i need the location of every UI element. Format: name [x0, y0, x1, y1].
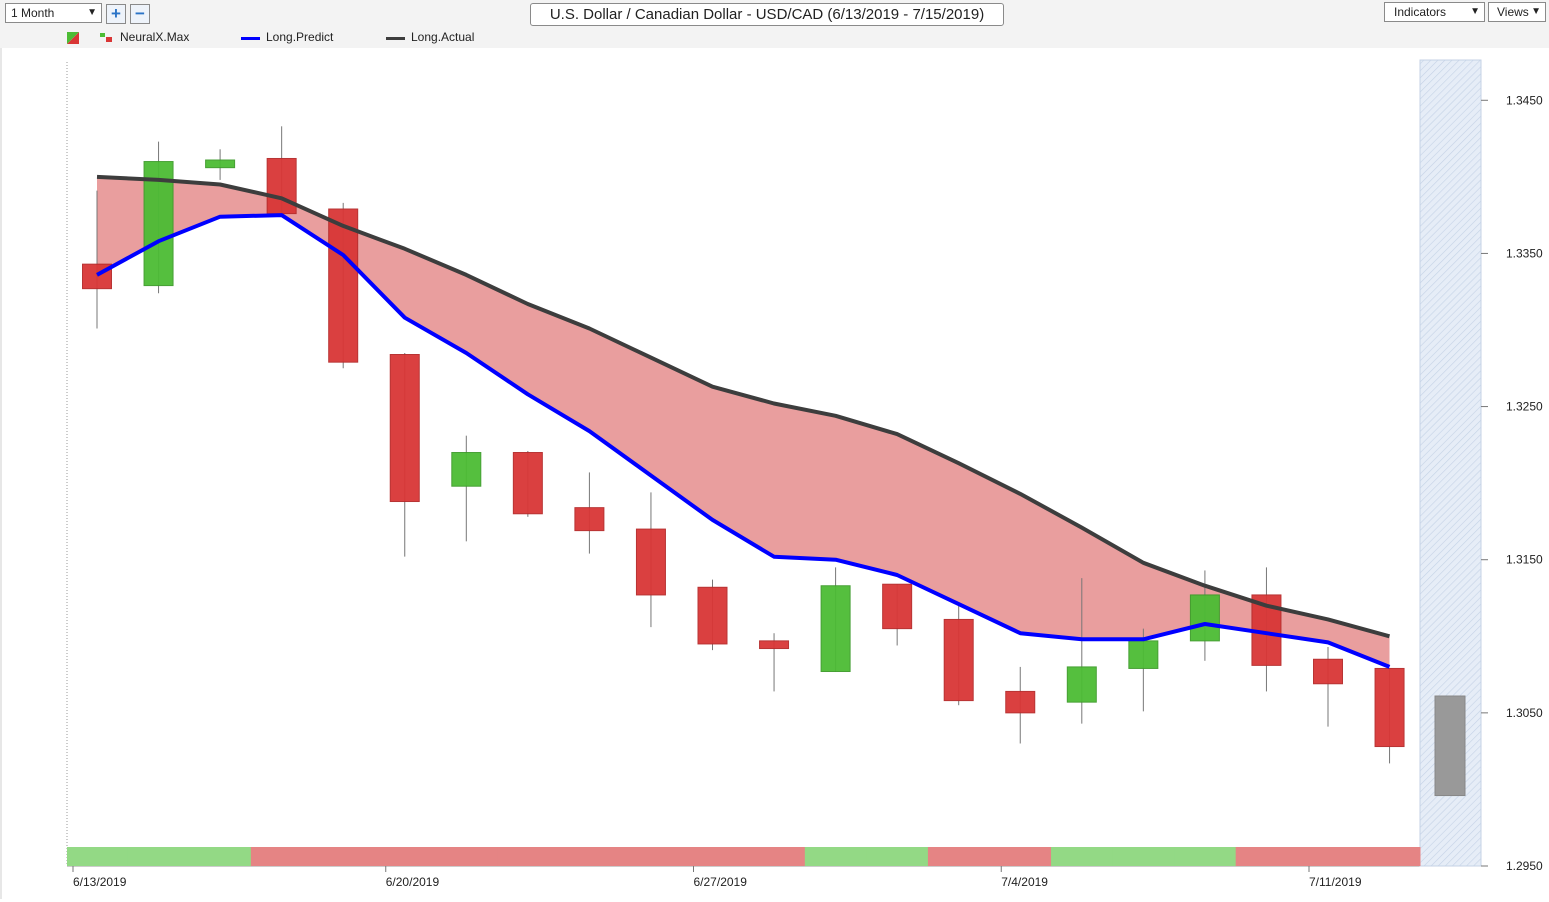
- signal-segment-down: [681, 847, 744, 866]
- views-dropdown[interactable]: Views ▼: [1488, 2, 1546, 22]
- candle-down: [1005, 690, 1036, 714]
- x-tick-label: 7/11/2019: [1309, 875, 1362, 889]
- x-tick-label: 6/20/2019: [386, 875, 440, 889]
- y-tick-label: 1.3250: [1506, 400, 1543, 414]
- zoom-out-button[interactable]: −: [130, 4, 150, 24]
- legend-predict-swatch: [241, 37, 260, 40]
- prediction-band: [97, 176, 1390, 667]
- legend-long-actual: Long.Actual: [411, 30, 475, 44]
- y-tick-label: 1.3150: [1506, 553, 1543, 567]
- signal-segment-down: [435, 847, 498, 866]
- signal-segment-up: [1174, 847, 1237, 866]
- legend-long-predict: Long.Predict: [266, 30, 334, 44]
- candle-down: [759, 640, 790, 650]
- signal-segment-down: [250, 847, 313, 866]
- chevron-down-icon: ▼: [1470, 6, 1480, 17]
- candle-up: [820, 585, 851, 673]
- signal-segment-down: [497, 847, 560, 866]
- signal-segment-down: [989, 847, 1052, 866]
- long-predict-line: [96, 213, 1391, 669]
- signal-segment-down: [1297, 847, 1360, 866]
- up-down-bar-icon: [100, 33, 112, 42]
- candle-down: [328, 208, 359, 363]
- price-chart[interactable]: 6/13/2019 6/20/2019 6/27/2019 7/4/2019 7/11/…: [0, 48, 1549, 899]
- chevron-down-icon: ▼: [1531, 6, 1541, 17]
- signal-segment-down: [1235, 847, 1298, 866]
- y-tick-label: 1.3050: [1506, 706, 1543, 720]
- legend-neuralx-max: NeuralX.Max: [120, 30, 190, 44]
- long-actual-line: [96, 174, 1391, 639]
- candle-up: [1189, 594, 1220, 642]
- toolbar: 1 Month ▼ + − U.S. Dollar / Canadian Dol…: [0, 0, 1549, 28]
- candle-down: [266, 157, 297, 215]
- x-tick-label: 6/13/2019: [73, 875, 127, 889]
- legend-actual-swatch: [386, 37, 405, 40]
- signal-segment-up: [67, 847, 129, 866]
- candle-down: [943, 618, 974, 702]
- signal-segment-up: [189, 847, 252, 866]
- candle-down: [574, 507, 605, 532]
- signal-segment-down: [927, 847, 990, 866]
- legend: NeuralX.Max Long.Predict Long.Actual: [0, 28, 1549, 48]
- candle-up: [205, 159, 236, 169]
- candle-up: [1066, 666, 1097, 703]
- candle-down: [882, 583, 913, 630]
- candle-down: [697, 586, 728, 645]
- signal-segment-down: [373, 847, 437, 866]
- signal-segment-up: [804, 847, 867, 866]
- projection-candle: [1434, 695, 1466, 797]
- signal-segment-down: [558, 847, 621, 866]
- signal-segment-up: [1051, 847, 1114, 866]
- signal-segment-down: [312, 847, 375, 866]
- candle-down: [1374, 667, 1405, 748]
- signal-segment-up: [127, 847, 190, 866]
- period-select[interactable]: 1 Month ▼: [5, 3, 102, 23]
- chart-title: U.S. Dollar / Canadian Dollar - USD/CAD …: [530, 3, 1004, 26]
- candle-up: [451, 452, 482, 487]
- signal-segment-up: [866, 847, 929, 866]
- y-tick-label: 1.2950: [1506, 859, 1543, 873]
- period-select-value: 1 Month: [11, 6, 55, 20]
- indicators-dropdown[interactable]: Indicators ▼: [1384, 2, 1485, 22]
- chart-color-icon[interactable]: [67, 32, 79, 44]
- zoom-in-button[interactable]: +: [106, 4, 126, 24]
- y-tick-label: 1.3450: [1506, 93, 1543, 107]
- y-tick-label: 1.3350: [1506, 246, 1543, 260]
- candle-down: [635, 528, 666, 596]
- chevron-down-icon: ▼: [87, 7, 97, 18]
- signal-segment-up: [1112, 847, 1175, 866]
- chart-area[interactable]: 6/13/2019 6/20/2019 6/27/2019 7/4/2019 7/11/…: [0, 48, 1549, 899]
- signal-segment-down: [743, 847, 806, 866]
- views-label: Views: [1497, 5, 1529, 19]
- x-tick-label: 7/4/2019: [1001, 875, 1048, 889]
- candle-down: [512, 452, 543, 515]
- signal-segment-down: [620, 847, 683, 866]
- x-tick-label: 6/27/2019: [694, 875, 748, 889]
- candle-down: [1313, 658, 1343, 685]
- candle-down: [389, 354, 420, 503]
- indicators-label: Indicators: [1394, 5, 1447, 19]
- signal-segment-down: [1358, 847, 1421, 866]
- candle-up: [1128, 640, 1159, 669]
